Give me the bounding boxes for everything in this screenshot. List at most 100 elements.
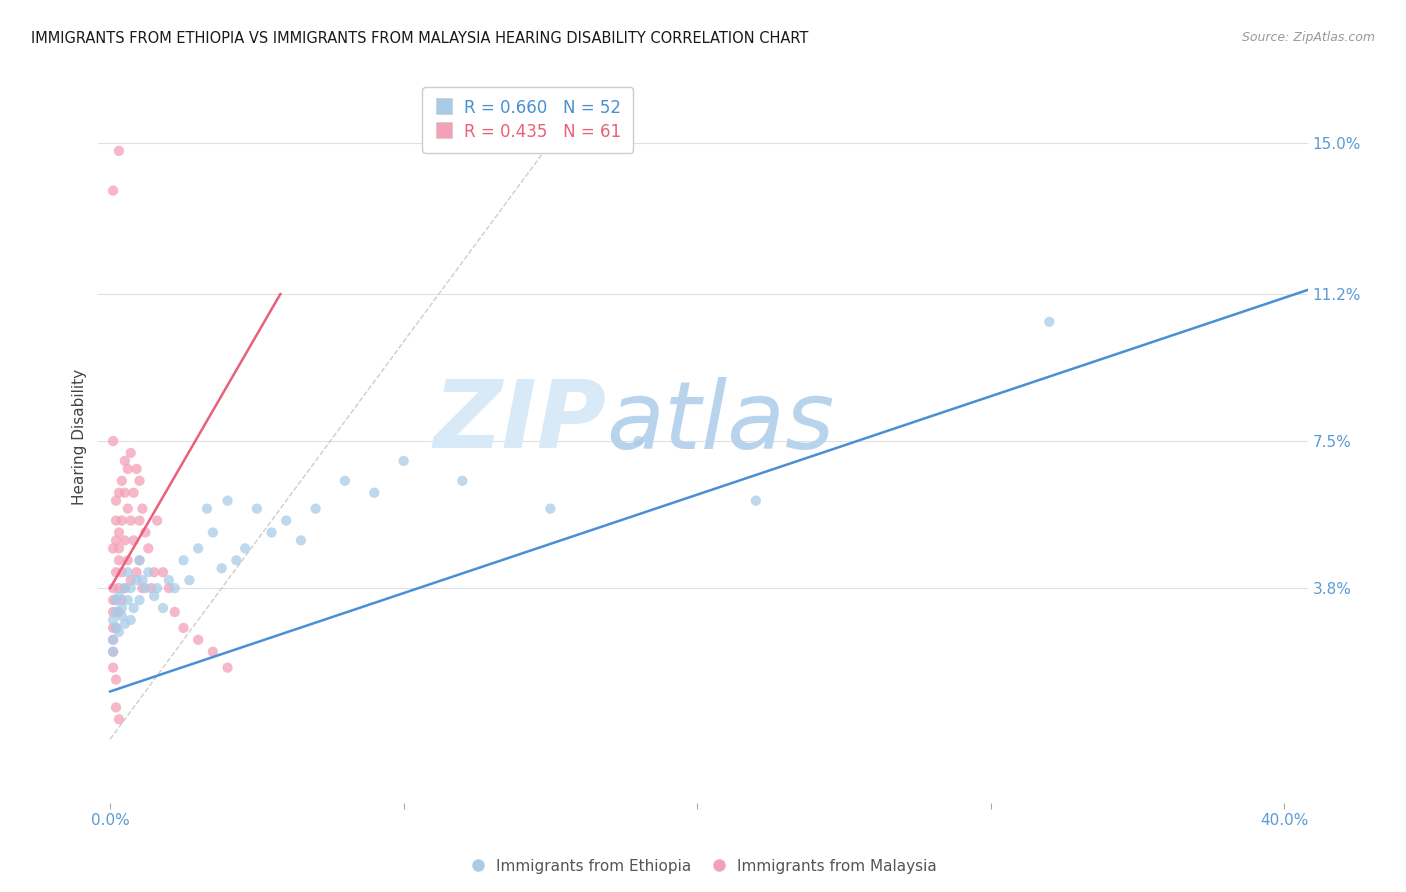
Point xyxy=(108,525,131,540)
Point xyxy=(117,593,139,607)
Point xyxy=(114,454,136,468)
Point xyxy=(101,605,124,619)
Text: ZIP: ZIP xyxy=(433,376,606,468)
Point xyxy=(146,581,169,595)
Point xyxy=(122,601,145,615)
Point xyxy=(101,184,124,198)
Point xyxy=(157,581,180,595)
Point xyxy=(120,446,142,460)
Text: atlas: atlas xyxy=(606,377,835,468)
Point xyxy=(134,581,156,595)
Point xyxy=(217,493,239,508)
Point xyxy=(363,485,385,500)
Point xyxy=(111,514,134,528)
Point xyxy=(105,566,128,580)
Point xyxy=(195,501,218,516)
Point xyxy=(120,613,142,627)
Point xyxy=(163,581,186,595)
Point xyxy=(122,533,145,548)
Point xyxy=(146,514,169,528)
Point xyxy=(101,621,124,635)
Point xyxy=(105,673,128,687)
Legend: R = 0.660   N = 52, R = 0.435   N = 61: R = 0.660 N = 52, R = 0.435 N = 61 xyxy=(422,87,633,153)
Point xyxy=(105,605,128,619)
Point xyxy=(111,609,134,624)
Point xyxy=(143,566,166,580)
Point xyxy=(111,474,134,488)
Point xyxy=(152,566,174,580)
Point xyxy=(128,553,150,567)
Point xyxy=(101,581,124,595)
Point xyxy=(128,553,150,567)
Point xyxy=(131,581,153,595)
Point xyxy=(108,553,131,567)
Point xyxy=(108,144,131,158)
Point xyxy=(225,553,247,567)
Point xyxy=(392,454,415,468)
Point xyxy=(131,573,153,587)
Point xyxy=(134,525,156,540)
Point xyxy=(128,593,150,607)
Point xyxy=(136,566,159,580)
Point xyxy=(108,541,131,556)
Point xyxy=(111,601,134,615)
Text: Source: ZipAtlas.com: Source: ZipAtlas.com xyxy=(1241,31,1375,45)
Point xyxy=(120,573,142,587)
Point xyxy=(233,541,256,556)
Point xyxy=(108,485,131,500)
Point xyxy=(105,593,128,607)
Point xyxy=(157,573,180,587)
Point xyxy=(141,581,163,595)
Point xyxy=(105,700,128,714)
Point xyxy=(211,561,233,575)
Point xyxy=(101,645,124,659)
Point xyxy=(114,581,136,595)
Point xyxy=(117,501,139,516)
Point xyxy=(101,541,124,556)
Point xyxy=(122,485,145,500)
Point xyxy=(304,501,326,516)
Point xyxy=(101,613,124,627)
Point xyxy=(111,593,134,607)
Point xyxy=(114,616,136,631)
Legend: Immigrants from Ethiopia, Immigrants from Malaysia: Immigrants from Ethiopia, Immigrants fro… xyxy=(463,853,943,880)
Point xyxy=(105,493,128,508)
Point xyxy=(136,541,159,556)
Point xyxy=(125,573,148,587)
Point xyxy=(451,474,474,488)
Point xyxy=(173,621,195,635)
Point xyxy=(101,632,124,647)
Point xyxy=(108,712,131,726)
Point xyxy=(201,645,224,659)
Point xyxy=(217,660,239,674)
Point xyxy=(745,493,768,508)
Point xyxy=(105,621,128,635)
Point xyxy=(152,601,174,615)
Point xyxy=(333,474,356,488)
Point xyxy=(108,605,131,619)
Point xyxy=(101,593,124,607)
Point xyxy=(108,589,131,603)
Point xyxy=(260,525,283,540)
Point xyxy=(108,624,131,639)
Point xyxy=(1038,315,1060,329)
Point xyxy=(187,541,209,556)
Point xyxy=(120,514,142,528)
Point xyxy=(128,514,150,528)
Point xyxy=(105,621,128,635)
Point xyxy=(131,501,153,516)
Point xyxy=(290,533,312,548)
Point xyxy=(125,566,148,580)
Point xyxy=(101,434,124,448)
Point xyxy=(246,501,269,516)
Point xyxy=(101,660,124,674)
Point xyxy=(187,632,209,647)
Point xyxy=(179,573,201,587)
Point xyxy=(128,474,150,488)
Point xyxy=(101,645,124,659)
Point xyxy=(105,593,128,607)
Point xyxy=(105,514,128,528)
Point xyxy=(117,462,139,476)
Text: IMMIGRANTS FROM ETHIOPIA VS IMMIGRANTS FROM MALAYSIA HEARING DISABILITY CORRELAT: IMMIGRANTS FROM ETHIOPIA VS IMMIGRANTS F… xyxy=(31,31,808,46)
Point xyxy=(108,581,131,595)
